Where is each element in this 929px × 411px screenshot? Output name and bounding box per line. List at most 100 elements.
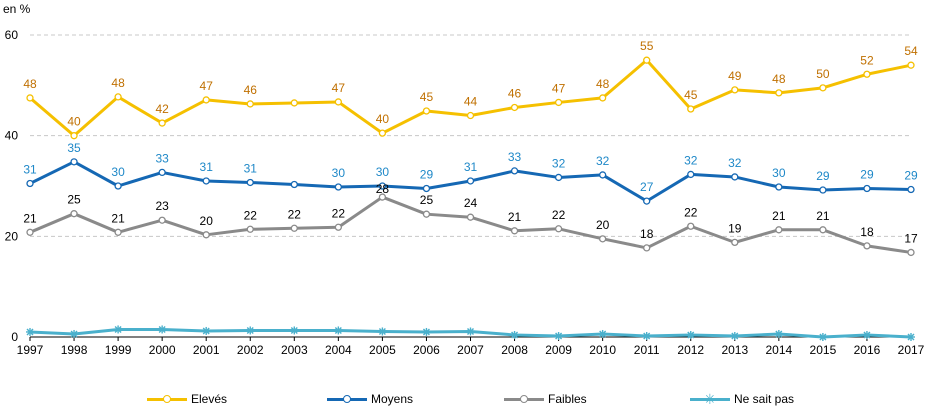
point-faibles-2010	[599, 235, 607, 243]
point-elev-s-2009	[554, 98, 563, 107]
point-moyens-2017	[907, 185, 915, 194]
point-ne-sait-pas-2012	[686, 330, 695, 339]
x-tick-label-2005: 2005	[369, 343, 396, 357]
data-label-moyens-2006: 29	[420, 168, 434, 182]
point-ne-sait-pas-2005	[378, 327, 387, 336]
data-label-faibles-2008: 21	[508, 210, 522, 224]
point-ne-sait-pas-2000	[158, 325, 167, 334]
y-tick-label-0: 0	[11, 330, 18, 344]
axes: 0 20 40 60 1997 1998 1999 2000 2001 2002 2003 2004 2…	[5, 28, 925, 357]
point-ne-sait-pas-2009	[554, 331, 563, 340]
data-label-faibles-2005: 28	[376, 182, 390, 196]
data-label-elev-s-1998: 40	[67, 115, 81, 129]
data-label-elev-s-2002: 46	[244, 83, 258, 97]
data-label-moyens-2013: 32	[728, 156, 742, 170]
point-ne-sait-pas-1997	[26, 327, 34, 336]
point-elev-s-2004	[334, 98, 343, 106]
point-elev-s-2015	[819, 84, 827, 92]
data-label-moyens-2001: 31	[200, 160, 214, 174]
point-moyens-2004	[334, 183, 343, 191]
legend-item-moyens: Moyens	[327, 390, 413, 408]
point-elev-s-2010	[599, 94, 607, 102]
data-label-elev-s-2010: 48	[596, 77, 610, 91]
legend-label-eleves: Elevés	[191, 392, 228, 406]
point-faibles-2001	[202, 231, 210, 239]
point-elev-s-2007	[466, 111, 475, 120]
data-label-moyens-2016: 29	[860, 168, 874, 182]
point-ne-sait-pas-2015	[818, 333, 827, 341]
point-moyens-2012	[687, 170, 695, 179]
data-label-moyens-2004: 30	[332, 166, 346, 180]
x-tick-label-2000: 2000	[149, 343, 176, 357]
data-labels: 48 40 48 42 47 46 47 40 45 44 46 47 48 55 45 49 48 50 52 54…	[23, 39, 918, 245]
x-tick-label-2014: 2014	[765, 343, 792, 357]
point-ne-sait-pas-2007	[466, 327, 475, 336]
point-faibles-2011	[643, 244, 651, 252]
point-elev-s-2005	[378, 129, 387, 137]
point-faibles-2012	[687, 222, 695, 230]
point-moyens-2001	[202, 177, 210, 185]
point-moyens-2016	[863, 184, 871, 193]
y-unit-label: en %	[3, 2, 31, 16]
data-label-moyens-1997: 31	[23, 162, 37, 176]
data-label-faibles-2002: 22	[244, 208, 258, 222]
point-faibles-2009	[554, 225, 563, 233]
point-elev-s-2011	[643, 56, 651, 64]
x-tick-label-2015: 2015	[810, 343, 837, 357]
point-faibles-2016	[863, 242, 871, 250]
point-elev-s-2003	[290, 99, 298, 107]
point-moyens-2010	[599, 171, 607, 179]
data-label-moyens-2008: 33	[508, 150, 522, 164]
point-faibles-1998	[70, 210, 78, 218]
y-tick-label-60: 60	[5, 28, 19, 42]
point-moyens-2000	[158, 168, 166, 177]
x-tick-label-2012: 2012	[677, 343, 704, 357]
y-tick-label-40: 40	[5, 129, 19, 143]
data-label-moyens-2005: 30	[376, 165, 390, 179]
point-faibles-2005	[378, 193, 387, 201]
point-ne-sait-pas-2014	[774, 329, 783, 338]
data-label-moyens-2011: 27	[640, 180, 654, 194]
x-tick-label-2001: 2001	[193, 343, 220, 357]
point-ne-sait-pas-2004	[334, 326, 343, 335]
data-label-elev-s-2013: 49	[728, 69, 742, 83]
point-moyens-2008	[510, 167, 519, 175]
data-label-elev-s-1999: 48	[111, 76, 125, 90]
point-ne-sait-pas-2002	[246, 326, 255, 335]
data-label-elev-s-2012: 45	[684, 88, 698, 102]
x-tick-label-2011: 2011	[634, 343, 660, 357]
point-elev-s-2000	[158, 119, 166, 127]
point-elev-s-2001	[202, 96, 210, 104]
data-label-faibles-2013: 19	[728, 221, 742, 235]
x-tick-label-2008: 2008	[501, 343, 528, 357]
x-tick-label-2009: 2009	[545, 343, 572, 357]
point-faibles-2006	[422, 210, 431, 218]
data-label-faibles-2009: 22	[552, 208, 566, 222]
data-label-faibles-2000: 23	[155, 199, 169, 213]
point-faibles-2015	[819, 226, 827, 234]
x-tick-label-2017: 2017	[898, 343, 925, 357]
data-label-moyens-2002: 31	[244, 161, 258, 175]
y-tick-label-20: 20	[5, 229, 19, 243]
data-label-moyens-2015: 29	[816, 169, 830, 183]
point-ne-sait-pas-2001	[202, 326, 211, 335]
data-label-elev-s-2000: 42	[155, 102, 169, 116]
point-moyens-2013	[731, 173, 739, 181]
point-faibles-2013	[731, 238, 739, 247]
x-tick-label-2003: 2003	[281, 343, 308, 357]
data-label-moyens-2012: 32	[684, 153, 698, 167]
data-label-moyens-2017: 29	[904, 169, 918, 183]
point-elev-s-1998	[70, 132, 78, 140]
x-tick-label-1997: 1997	[17, 343, 44, 357]
data-label-elev-s-2014: 48	[772, 72, 786, 86]
point-faibles-2017	[907, 248, 915, 257]
data-label-elev-s-2008: 46	[508, 86, 522, 100]
data-label-faibles-2006: 25	[420, 193, 434, 207]
data-label-elev-s-2005: 40	[376, 112, 390, 126]
point-ne-sait-pas-2017	[907, 333, 915, 341]
point-elev-s-1999	[114, 93, 122, 101]
point-moyens-2003	[290, 180, 298, 189]
point-elev-s-2006	[422, 107, 431, 115]
point-ne-sait-pas-2008	[510, 330, 519, 339]
